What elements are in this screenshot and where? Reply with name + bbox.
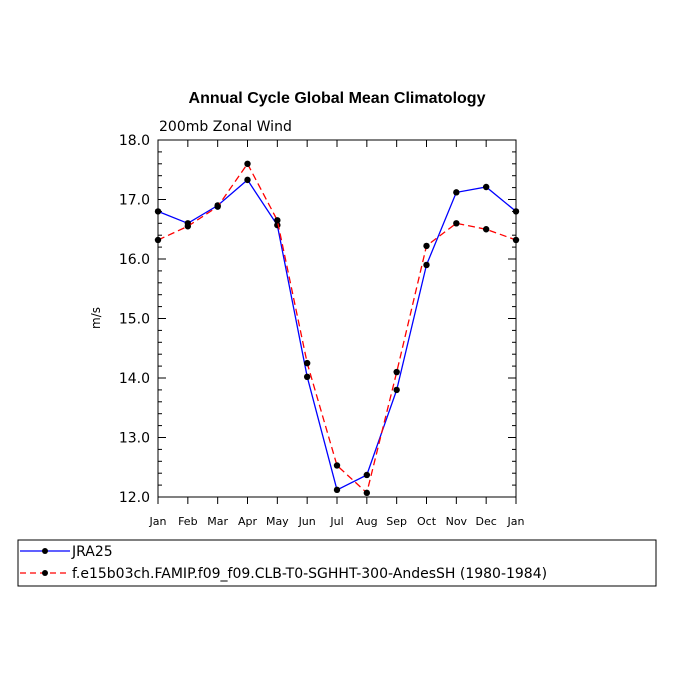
data-point-series-0 [482,183,490,191]
x-tick-label: Jul [329,515,343,528]
chart-title: Annual Cycle Global Mean Climatology [189,90,486,107]
plot-frame [157,139,517,498]
series-line-0 [157,178,517,491]
data-point-series-0 [453,189,460,196]
y-tick-labels: 12.0 13.0 14.0 15.0 16.0 17.0 18.0 [119,133,150,506]
data-point-series-0 [244,176,251,184]
data-point-series-0 [303,373,311,381]
data-point-series-0 [423,261,430,269]
data-point-series-0 [154,208,162,215]
legend-entry-jra25: JRA25 [20,544,113,560]
axis-ticks [157,139,517,504]
x-tick-label: Apr [238,515,258,528]
data-point-series-1 [214,203,221,210]
data-point-series-1 [512,236,520,244]
x-tick-label: Jun [298,515,316,528]
data-point-series-1 [453,220,460,227]
legend-marker-model [42,570,48,576]
data-point-series-1 [244,160,251,167]
x-tick-label: Jan [149,515,167,528]
y-tick-label: 14.0 [119,371,150,387]
legend-entry-model: f.e15b03ch.FAMIP.f09_f09.CLB-T0-SGHHT-30… [20,566,547,582]
data-point-series-0 [512,208,520,215]
x-tick-label: Dec [476,515,497,528]
y-axis-label: m/s [89,307,103,329]
data-point-series-1 [303,359,311,367]
data-point-series-1 [423,242,430,250]
x-tick-label: Jan [507,515,525,528]
x-tick-label: Aug [356,515,377,528]
data-point-series-0 [333,486,341,494]
data-point-series-1 [184,223,192,230]
data-point-series-0 [393,386,400,394]
x-tick-label: Sep [386,515,407,528]
legend-label-model: f.e15b03ch.FAMIP.f09_f09.CLB-T0-SGHHT-30… [72,566,547,582]
x-tick-label: Oct [417,515,437,528]
data-point-series-1 [154,236,162,244]
data-point-series-1 [393,368,400,376]
data-point-series-0 [363,471,371,479]
x-tick-label: Mar [207,515,228,528]
legend-marker-jra25 [42,548,48,554]
y-tick-label: 12.0 [119,490,150,506]
y-tick-label: 16.0 [119,252,150,268]
x-tick-label: Feb [178,515,197,528]
data-point-series-1 [482,226,490,233]
x-tick-labels: Jan Feb Mar Apr May Jun Jul Aug Sep Oct Nov Dec Jan [149,515,525,528]
data-point-series-1 [363,489,371,497]
y-tick-label: 15.0 [119,312,150,328]
x-tick-label: May [266,515,289,528]
series-line-1 [157,162,517,495]
y-tick-label: 17.0 [119,193,150,209]
x-tick-label: Nov [446,515,468,528]
legend-box [17,539,657,587]
data-point-series-1 [333,462,341,469]
y-tick-label: 18.0 [119,133,150,149]
data-point-series-1 [274,217,281,224]
legend-label-jra25: JRA25 [71,544,113,560]
y-tick-label: 13.0 [119,431,150,447]
chart-subtitle: 200mb Zonal Wind [159,119,292,135]
series-layer [154,160,520,497]
